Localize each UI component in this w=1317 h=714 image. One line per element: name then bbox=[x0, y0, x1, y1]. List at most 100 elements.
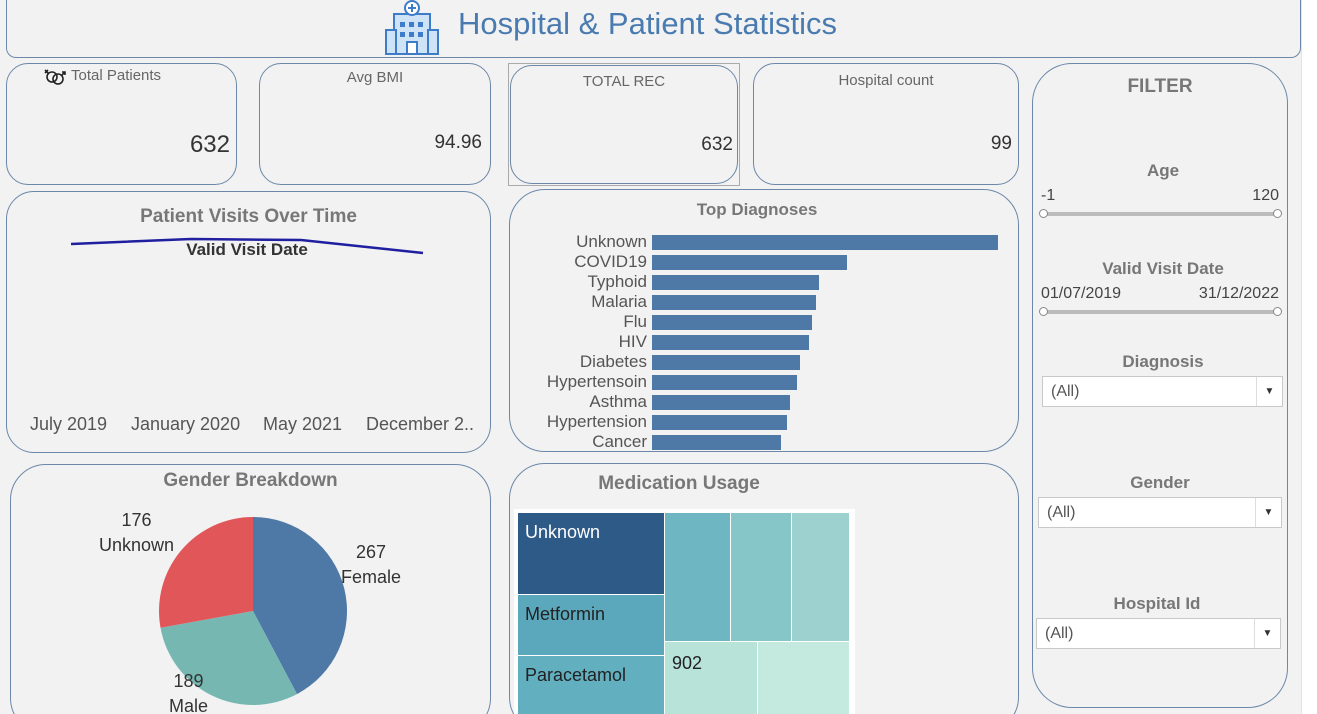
diagnosis-label: Hypertensoin bbox=[546, 372, 647, 391]
visits-series-label: Valid Visit Date bbox=[186, 240, 308, 259]
diagnosis-bar[interactable] bbox=[652, 275, 819, 290]
pie-slice-female[interactable] bbox=[253, 517, 348, 695]
diagnoses-chart-title: Top Diagnoses bbox=[696, 200, 818, 219]
filter-title: FILTER bbox=[1127, 76, 1193, 97]
scrollbar[interactable] bbox=[1301, 0, 1317, 714]
filter-age-min: -1 bbox=[1041, 187, 1056, 204]
filter-gender-label: Gender bbox=[1130, 473, 1190, 492]
treemap-label-902: 902 bbox=[672, 653, 703, 673]
treemap-cell-paracetamol[interactable]: Paracetamol bbox=[517, 655, 665, 714]
filter-visit-date-slider[interactable] bbox=[1043, 310, 1279, 314]
filter-gender-dropdown[interactable]: (All) ▼ bbox=[1038, 497, 1282, 528]
filter-age-label: Age bbox=[1146, 161, 1180, 180]
medication-chart-title: Medication Usage bbox=[598, 473, 760, 494]
filter-visit-date-min: 01/07/2019 bbox=[1041, 285, 1122, 302]
kpi-total-rec-card[interactable]: TOTAL REC 632 bbox=[510, 65, 738, 184]
treemap-cell-unknown[interactable]: Unknown bbox=[517, 512, 665, 595]
kpi-total-rec-selection bbox=[508, 63, 740, 186]
pie-label-male-count: 189 bbox=[173, 671, 204, 691]
page-title: Hospital & Patient Statistics bbox=[458, 6, 838, 41]
kpi-hospital-count-label: Hospital count bbox=[838, 72, 934, 89]
kpi-total-patients-card: Total Patients 632 bbox=[6, 63, 237, 185]
diagnosis-label: COVID19 bbox=[574, 252, 647, 271]
filter-age-min-handle[interactable] bbox=[1039, 209, 1048, 218]
treemap-cell-902[interactable]: 902 bbox=[664, 641, 758, 714]
diagnosis-label: Flu bbox=[623, 312, 647, 331]
kpi-hospital-count-card: Hospital count 99 bbox=[753, 63, 1019, 185]
filter-hospital-id-dropdown[interactable]: (All) ▼ bbox=[1036, 618, 1281, 649]
visits-x-tick-3: December 2.. bbox=[366, 414, 475, 434]
filter-age-max-handle[interactable] bbox=[1273, 209, 1282, 218]
kpi-avg-bmi-label: Avg BMI bbox=[346, 69, 404, 86]
filter-visit-date-min-handle[interactable] bbox=[1039, 307, 1048, 316]
visits-line-svg bbox=[70, 237, 424, 255]
treemap-label-metformin: Metformin bbox=[525, 604, 606, 624]
diagnoses-labels: Unknown COVID19 Typhoid Malaria Flu HIV Diabet… bbox=[510, 190, 647, 453]
diagnosis-bar[interactable] bbox=[652, 435, 781, 450]
kpi-avg-bmi-value: 94.96 bbox=[434, 132, 482, 153]
pie-label-unknown-name: Unknown bbox=[99, 535, 175, 555]
gender-chart-card: Gender Breakdown 267 Female 189 Male 176… bbox=[10, 464, 491, 714]
chevron-down-icon[interactable]: ▼ bbox=[1256, 377, 1282, 406]
treemap-cell-b[interactable] bbox=[730, 512, 792, 642]
diagnosis-bar[interactable] bbox=[652, 375, 797, 390]
pie-label-male-name: Male bbox=[169, 696, 209, 714]
chevron-down-icon[interactable]: ▼ bbox=[1255, 498, 1281, 527]
diagnosis-bar[interactable] bbox=[652, 295, 816, 310]
pie-slice-male[interactable] bbox=[160, 611, 298, 706]
diagnosis-label: Diabetes bbox=[579, 352, 647, 371]
kpi-avg-bmi-card: Avg BMI 94.96 bbox=[259, 63, 491, 185]
filter-visit-date-label: Valid Visit Date bbox=[1102, 259, 1224, 278]
visits-chart-card: Patient Visits Over Time Valid Visit Dat… bbox=[6, 191, 491, 453]
treemap-label-unknown: Unknown bbox=[525, 522, 601, 542]
diagnoses-chart-card: Top Diagnoses Unknown COVID19 Typhoid Malar… bbox=[509, 189, 1019, 452]
filter-diagnosis-dropdown[interactable]: (All) ▼ bbox=[1042, 376, 1283, 407]
diagnosis-bar[interactable] bbox=[652, 415, 788, 430]
diagnosis-label: Typhoid bbox=[587, 272, 647, 291]
filter-diagnosis-value: (All) bbox=[1051, 383, 1080, 400]
treemap-cell-d[interactable] bbox=[757, 641, 850, 714]
diagnosis-bar[interactable] bbox=[652, 395, 791, 410]
diagnosis-bar[interactable] bbox=[652, 315, 813, 330]
visits-chart-title: Patient Visits Over Time bbox=[140, 206, 357, 227]
header-bar bbox=[6, 0, 1301, 58]
diagnosis-bar[interactable] bbox=[652, 255, 847, 270]
diagnosis-bar[interactable] bbox=[652, 235, 998, 250]
filter-gender-value: (All) bbox=[1047, 504, 1076, 521]
treemap-cell-c[interactable] bbox=[791, 512, 850, 642]
treemap-label-paracetamol: Paracetamol bbox=[525, 665, 627, 685]
visits-line bbox=[70, 237, 424, 255]
medication-chart-card: Medication Usage Unknown Metformin Parac… bbox=[509, 463, 1019, 714]
pie-label-female: 267 Female bbox=[341, 540, 401, 590]
filter-age-max: 120 bbox=[1252, 187, 1279, 204]
filter-hospital-id-label: Hospital Id bbox=[1113, 594, 1201, 613]
filter-age-slider[interactable] bbox=[1043, 212, 1279, 216]
treemap-cell-metformin[interactable]: Metformin bbox=[517, 594, 665, 656]
treemap-cell-a[interactable] bbox=[664, 512, 731, 642]
diagnosis-label: Cancer bbox=[592, 432, 647, 451]
pie-label-unknown-count: 176 bbox=[121, 510, 152, 530]
chevron-down-icon[interactable]: ▼ bbox=[1254, 619, 1280, 648]
diagnosis-label: Hypertension bbox=[546, 412, 647, 431]
diagnosis-bar[interactable] bbox=[652, 335, 810, 350]
visits-x-tick-2: May 2021 bbox=[263, 414, 343, 434]
medication-treemap: Unknown Metformin Paracetamol 902 bbox=[514, 509, 855, 714]
diagnosis-label: HIV bbox=[618, 332, 647, 351]
pie-label-male: 189 Male bbox=[169, 669, 208, 714]
diagnoses-bars bbox=[652, 190, 1012, 453]
diagnosis-bar[interactable] bbox=[652, 355, 800, 370]
diagnosis-label: Malaria bbox=[591, 292, 647, 311]
hospital-icon bbox=[384, 0, 444, 56]
gender-pie-svg bbox=[158, 517, 348, 706]
kpi-total-patients-label: Total Patients bbox=[71, 67, 162, 84]
visits-x-tick-1: January 2020 bbox=[131, 414, 241, 434]
diagnosis-label: Unknown bbox=[576, 232, 647, 251]
kpi-total-rec-value: 632 bbox=[701, 134, 733, 155]
filter-visit-date-max-handle[interactable] bbox=[1273, 307, 1282, 316]
visits-x-tick-0: July 2019 bbox=[30, 414, 108, 434]
diagnosis-label: Asthma bbox=[589, 392, 647, 411]
pie-slice-unknown[interactable] bbox=[158, 517, 253, 628]
kpi-hospital-count-value: 99 bbox=[990, 133, 1012, 154]
gender-icon bbox=[43, 66, 67, 90]
gender-chart-title: Gender Breakdown bbox=[163, 470, 338, 491]
